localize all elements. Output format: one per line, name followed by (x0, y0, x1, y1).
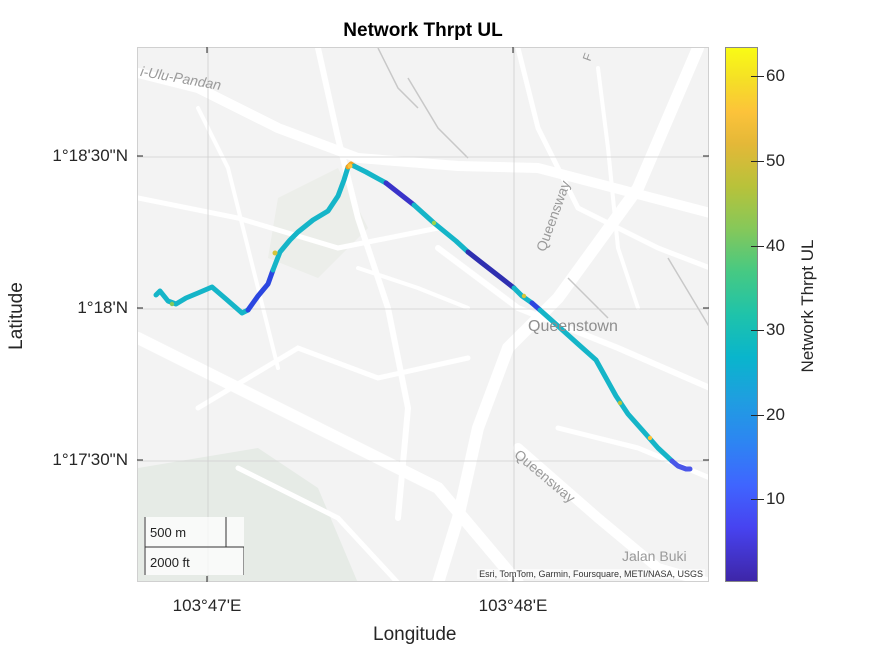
colorbar-tick-label: 40 (766, 236, 785, 255)
map-label-jalan-bukit: Jalan Buki (622, 548, 687, 564)
colorbar-tick-label: 60 (766, 66, 785, 85)
scale-bar-imperial: 2000 ft (150, 555, 190, 570)
colorbar-title: Network Thrpt UL (798, 239, 817, 373)
chart-title: Network Thrpt UL (343, 20, 503, 41)
colorbar (725, 47, 758, 582)
scale-bar-metric: 500 m (150, 525, 187, 540)
basemap (138, 48, 708, 581)
map-label-queenstown: Queenstown (528, 318, 618, 335)
map-axes[interactable]: i-Ulu-Pandan Queensway Queenstown Queens… (137, 47, 709, 582)
y-tick-label: 1°17'30"N (52, 450, 128, 469)
x-tick-label: 103°47'E (172, 596, 242, 615)
colorbar-tick-label: 50 (766, 151, 785, 170)
colorbar-tick-label: 20 (766, 405, 785, 424)
y-axis-title: Latitude (6, 282, 27, 350)
colorbar-tick-label: 10 (766, 489, 785, 508)
x-tick-label: 103°48'E (478, 596, 548, 615)
map-attribution: Esri, TomTom, Garmin, Foursquare, METI/N… (477, 569, 705, 579)
track-highlights (169, 163, 653, 441)
x-axis-title: Longitude (373, 624, 457, 645)
y-tick-label: 1°18'30"N (52, 146, 128, 165)
scale-bar: 500 m 2000 ft (144, 517, 244, 575)
y-tick-label: 1°18'N (77, 298, 128, 317)
colorbar-tick-label: 30 (766, 320, 785, 339)
